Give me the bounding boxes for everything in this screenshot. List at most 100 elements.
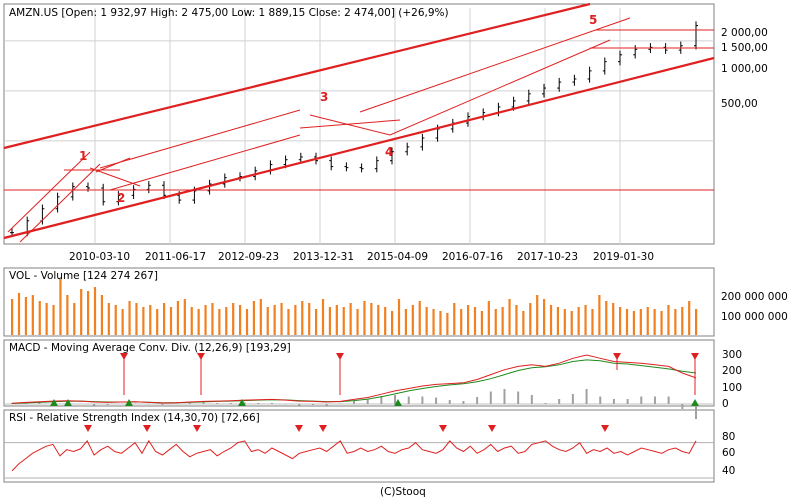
price-y-tick: 1 500,00: [721, 42, 768, 54]
sell-signal-marker: [691, 353, 699, 360]
volume-bar: [529, 303, 532, 335]
volume-header: VOL - Volume [124 274 267]: [9, 270, 158, 282]
volume-bar: [453, 303, 456, 335]
volume-bar: [577, 307, 580, 335]
trend-line: [359, 17, 631, 113]
volume-bar: [163, 303, 166, 335]
volume-bar: [66, 295, 69, 335]
volume-bar: [135, 303, 138, 335]
volume-bar: [660, 311, 663, 335]
trend-line: [7, 151, 91, 233]
macd-header: MACD - Moving Average Conv. Div. (12,26,…: [9, 342, 291, 354]
volume-bar: [570, 311, 573, 335]
volume-bar: [480, 311, 484, 335]
volume-bar: [245, 309, 249, 335]
volume-bar: [377, 305, 380, 335]
sell-signal-marker: [197, 353, 205, 360]
volume-bar: [425, 307, 428, 335]
volume-bar: [467, 305, 470, 335]
volume-bar: [681, 307, 684, 335]
wave-label: 4: [385, 145, 393, 159]
volume-bar: [301, 301, 304, 335]
volume-bar: [397, 299, 401, 335]
trend-line: [99, 109, 301, 169]
volume-bar: [411, 305, 414, 335]
volume-bar: [59, 279, 62, 335]
volume-bar: [232, 303, 235, 335]
volume-bar: [536, 295, 539, 335]
volume-bar: [252, 301, 256, 335]
buy-signal-marker: [50, 399, 58, 406]
rsi-overbought-marker: [295, 425, 303, 432]
volume-bar: [31, 295, 34, 335]
volume-bar: [501, 307, 504, 335]
volume-bar: [204, 305, 207, 335]
buy-signal-marker: [64, 399, 72, 406]
volume-bar: [384, 307, 387, 335]
volume-y-tick: 100 000 000: [721, 311, 788, 323]
rsi-overbought-marker: [319, 425, 327, 432]
volume-bar: [294, 305, 297, 335]
price-header: AMZN.US [Open: 1 932,97 High: 2 475,00 L…: [9, 7, 449, 19]
volume-bar: [439, 311, 442, 335]
volume-bar: [38, 301, 41, 335]
volume-bar: [646, 307, 649, 335]
volume-bar: [543, 299, 546, 335]
volume-bar: [349, 303, 352, 335]
trend-line: [389, 39, 611, 136]
price-y-tick: 500,00: [721, 98, 758, 110]
volume-bar: [266, 307, 269, 335]
volume-bar: [280, 303, 283, 335]
rsi-overbought-marker: [488, 425, 496, 432]
volume-y-tick: 200 000 000: [721, 291, 788, 303]
volume-bar: [100, 295, 104, 335]
volume-bar: [149, 305, 152, 335]
trend-line: [3, 2, 591, 150]
volume-bar: [80, 289, 83, 335]
rsi-y-tick: 40: [722, 465, 735, 477]
volume-bar: [432, 309, 435, 335]
volume-bar: [218, 309, 221, 335]
volume-bar: [287, 309, 290, 335]
trend-line: [19, 163, 101, 243]
volume-bar: [211, 303, 214, 335]
volume-bar: [556, 307, 560, 335]
sell-signal-marker: [336, 353, 344, 360]
sell-signal-marker: [613, 353, 621, 360]
price-x-tick: 2010-03-10: [69, 251, 130, 263]
volume-bar: [308, 303, 311, 335]
volume-bar: [114, 305, 117, 335]
volume-bar: [674, 309, 677, 335]
volume-bar: [632, 311, 636, 335]
buy-signal-marker: [238, 399, 246, 406]
wave-label: 3: [320, 90, 328, 104]
volume-bar: [522, 311, 525, 335]
volume-bar: [605, 301, 608, 335]
rsi-panel: [3, 409, 715, 483]
volume-bar: [473, 307, 477, 335]
trend-line: [299, 119, 401, 129]
macd-panel: [3, 339, 715, 407]
buy-signal-marker: [394, 399, 402, 406]
volume-bar: [404, 309, 408, 335]
volume-bar: [688, 301, 691, 335]
volume-bar: [591, 309, 594, 335]
price-x-tick: 2017-10-23: [517, 251, 578, 263]
price-y-tick: 1 000,00: [721, 63, 768, 75]
volume-bar: [598, 295, 601, 335]
macd-y-tick: 100: [722, 382, 742, 394]
macd-y-tick: 200: [722, 365, 742, 377]
volume-bar: [156, 309, 159, 335]
volume-bar: [612, 303, 615, 335]
footer-credit: (C)Stooq: [380, 486, 426, 498]
sell-signal-marker: [120, 353, 128, 360]
volume-bar: [315, 309, 318, 335]
volume-bar: [169, 307, 173, 335]
volume-bar: [128, 301, 131, 335]
volume-bar: [273, 305, 276, 335]
macd-y-tick: 300: [722, 349, 742, 361]
trend-line: [95, 157, 131, 173]
price-x-tick: 2019-01-30: [593, 251, 654, 263]
wave-label: 5: [589, 13, 597, 27]
volume-bar: [667, 305, 670, 335]
